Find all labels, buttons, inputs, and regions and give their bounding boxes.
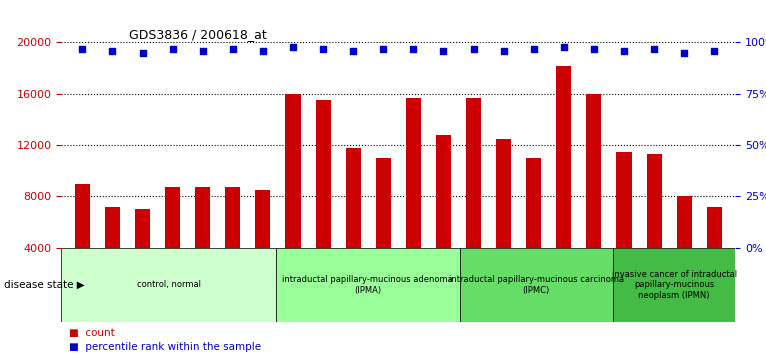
Bar: [617, 152, 631, 299]
Bar: [105, 207, 120, 299]
Text: control, normal: control, normal: [136, 280, 201, 290]
Point: [648, 46, 660, 51]
Bar: [556, 65, 571, 299]
Point: [588, 46, 600, 51]
Bar: [582, 248, 613, 322]
Point: [166, 46, 178, 51]
Bar: [306, 248, 337, 322]
Text: intraductal papillary-mucinous carcinoma
(IPMC): intraductal papillary-mucinous carcinoma…: [449, 275, 624, 295]
Bar: [153, 248, 184, 322]
Bar: [276, 248, 306, 322]
Text: ■  percentile rank within the sample: ■ percentile rank within the sample: [69, 342, 261, 353]
Point: [408, 46, 420, 51]
Point: [317, 46, 329, 51]
Point: [558, 44, 570, 50]
Bar: [526, 158, 542, 299]
Bar: [707, 207, 722, 299]
Bar: [466, 98, 481, 299]
Bar: [587, 94, 601, 299]
Bar: [225, 188, 241, 299]
Bar: [613, 248, 735, 322]
Text: ■  count: ■ count: [69, 327, 115, 338]
Bar: [61, 248, 92, 322]
Bar: [316, 100, 331, 299]
Point: [136, 50, 149, 56]
Bar: [647, 154, 662, 299]
Bar: [521, 248, 552, 322]
Text: invasive cancer of intraductal
papillary-mucinous
neoplasm (IPMN): invasive cancer of intraductal papillary…: [611, 270, 737, 300]
Point: [467, 46, 480, 51]
Point: [618, 48, 630, 53]
Bar: [436, 135, 451, 299]
Bar: [255, 190, 270, 299]
Point: [498, 48, 510, 53]
Bar: [345, 148, 361, 299]
Point: [257, 48, 269, 53]
Bar: [286, 94, 300, 299]
Bar: [214, 248, 245, 322]
Bar: [676, 196, 692, 299]
Bar: [184, 248, 214, 322]
Text: GDS3836 / 200618_at: GDS3836 / 200618_at: [129, 28, 267, 41]
Bar: [705, 248, 735, 322]
Bar: [643, 248, 674, 322]
Bar: [123, 248, 153, 322]
Bar: [165, 188, 180, 299]
Text: intraductal papillary-mucinous adenoma
(IPMA): intraductal papillary-mucinous adenoma (…: [283, 275, 453, 295]
Bar: [92, 248, 123, 322]
Bar: [245, 248, 276, 322]
Bar: [337, 248, 368, 322]
Bar: [406, 98, 421, 299]
Bar: [195, 188, 210, 299]
Point: [528, 46, 540, 51]
Bar: [429, 248, 460, 322]
Point: [227, 46, 239, 51]
Point: [678, 50, 690, 56]
Bar: [613, 248, 643, 322]
Bar: [368, 248, 398, 322]
Point: [106, 48, 119, 53]
Bar: [552, 248, 582, 322]
Point: [377, 46, 389, 51]
Bar: [135, 209, 150, 299]
Bar: [276, 248, 460, 322]
Bar: [490, 248, 521, 322]
Bar: [75, 184, 90, 299]
Point: [77, 46, 88, 51]
Bar: [376, 158, 391, 299]
Point: [709, 48, 721, 53]
Point: [197, 48, 209, 53]
Point: [347, 48, 359, 53]
Bar: [674, 248, 705, 322]
Bar: [398, 248, 429, 322]
Bar: [496, 139, 511, 299]
Point: [437, 48, 450, 53]
Bar: [460, 248, 613, 322]
Point: [286, 44, 299, 50]
Bar: [460, 248, 490, 322]
Text: disease state ▶: disease state ▶: [4, 280, 84, 290]
Bar: [61, 248, 276, 322]
